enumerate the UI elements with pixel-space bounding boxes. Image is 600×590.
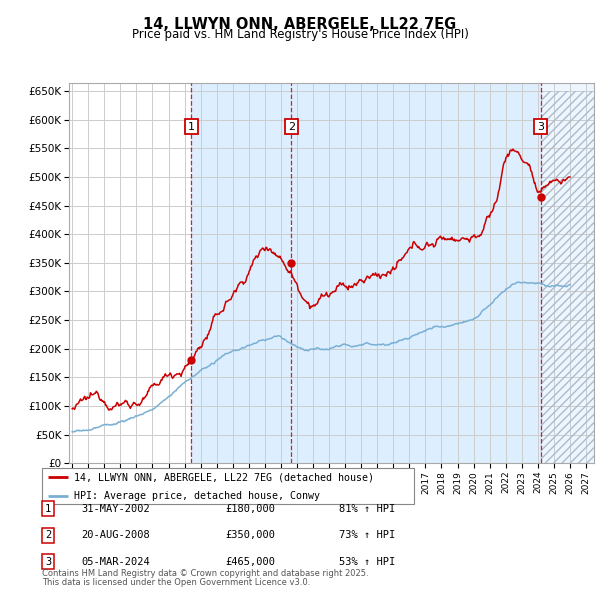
Bar (291, 83, 541, 463)
Text: 2: 2 (287, 122, 295, 132)
Text: Price paid vs. HM Land Registry's House Price Index (HPI): Price paid vs. HM Land Registry's House … (131, 28, 469, 41)
Text: 20-AUG-2008: 20-AUG-2008 (81, 530, 150, 540)
Text: 53% ↑ HPI: 53% ↑ HPI (339, 557, 395, 566)
Text: £465,000: £465,000 (225, 557, 275, 566)
Text: 2: 2 (45, 530, 51, 540)
Text: 3: 3 (537, 122, 544, 132)
Text: 31-MAY-2002: 31-MAY-2002 (81, 504, 150, 513)
Text: HPI: Average price, detached house, Conwy: HPI: Average price, detached house, Conw… (74, 491, 320, 502)
Text: £180,000: £180,000 (225, 504, 275, 513)
Text: £350,000: £350,000 (225, 530, 275, 540)
Text: Contains HM Land Registry data © Crown copyright and database right 2025.: Contains HM Land Registry data © Crown c… (42, 569, 368, 578)
Text: 1: 1 (188, 122, 195, 132)
Text: This data is licensed under the Open Government Licence v3.0.: This data is licensed under the Open Gov… (42, 578, 310, 587)
Text: 73% ↑ HPI: 73% ↑ HPI (339, 530, 395, 540)
Text: 81% ↑ HPI: 81% ↑ HPI (339, 504, 395, 513)
Text: 05-MAR-2024: 05-MAR-2024 (81, 557, 150, 566)
Bar (541, 83, 600, 463)
Bar (541, 91, 600, 463)
Text: 14, LLWYN ONN, ABERGELE, LL22 7EG: 14, LLWYN ONN, ABERGELE, LL22 7EG (143, 17, 457, 31)
Text: 3: 3 (45, 557, 51, 566)
Text: 1: 1 (45, 504, 51, 513)
Text: 14, LLWYN ONN, ABERGELE, LL22 7EG (detached house): 14, LLWYN ONN, ABERGELE, LL22 7EG (detac… (74, 473, 374, 483)
FancyBboxPatch shape (42, 468, 414, 504)
Bar (191, 83, 291, 463)
